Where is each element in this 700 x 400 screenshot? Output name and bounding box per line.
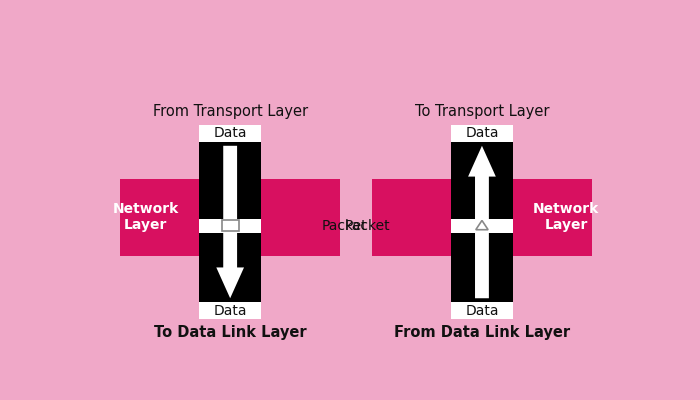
Text: From Data Link Layer: From Data Link Layer <box>394 325 570 340</box>
Bar <box>199 233 261 302</box>
Text: To Transport Layer: To Transport Layer <box>414 104 550 119</box>
Bar <box>452 219 512 233</box>
FancyArrow shape <box>468 146 496 298</box>
Bar <box>222 220 239 231</box>
Text: Data: Data <box>214 126 247 140</box>
Bar <box>452 125 512 142</box>
Text: Data: Data <box>466 304 498 318</box>
Text: Packet: Packet <box>344 219 390 233</box>
Text: Packet: Packet <box>322 219 368 233</box>
Bar <box>199 302 261 319</box>
Bar <box>199 219 261 233</box>
Text: Network
Layer: Network Layer <box>533 202 599 232</box>
Bar <box>452 233 512 302</box>
Bar <box>372 179 592 256</box>
Text: Network
Layer: Network Layer <box>113 202 179 232</box>
Text: Data: Data <box>466 126 498 140</box>
Text: Data: Data <box>214 304 247 318</box>
Bar <box>120 179 340 256</box>
Bar <box>452 142 512 219</box>
Bar <box>452 302 512 319</box>
Text: From Transport Layer: From Transport Layer <box>153 104 308 119</box>
Bar <box>199 142 261 219</box>
Text: To Data Link Layer: To Data Link Layer <box>154 325 307 340</box>
FancyArrow shape <box>216 146 244 298</box>
Bar <box>199 125 261 142</box>
